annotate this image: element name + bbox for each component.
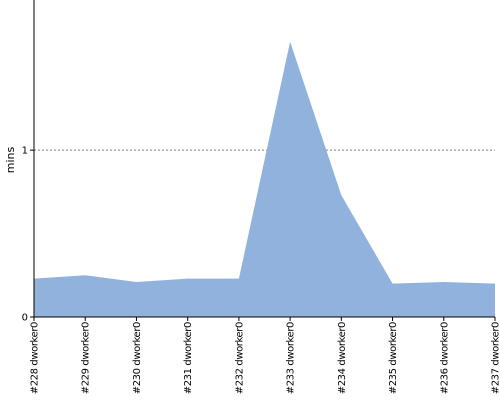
x-tick-label-1: #229 dworker0 [81, 322, 92, 394]
y-tick-label-1: 1 [22, 146, 28, 157]
x-tick-label-3: #231 dworker0 [183, 322, 194, 394]
x-tick-layer: #228 dworker0 #229 dworker0 #230 dworker0 #… [30, 317, 500, 394]
series-layer [33, 41, 496, 318]
y-tick-label-0: 0 [22, 313, 28, 324]
y-axis-title: mins [4, 146, 17, 173]
x-tick-label-7: #235 dworker0 [388, 322, 399, 394]
area-series-0 [34, 41, 495, 318]
axis-layer [33, 0, 495, 318]
y-tick-layer: 01 [22, 146, 34, 324]
x-tick-label-6: #234 dworker0 [337, 322, 348, 394]
x-tick-label-2: #230 dworker0 [132, 322, 143, 394]
x-tick-label-4: #232 dworker0 [234, 322, 245, 394]
x-tick-label-9: #237 dworker0 [491, 322, 500, 394]
x-tick-label-8: #236 dworker0 [439, 322, 450, 394]
x-tick-label-5: #233 dworker0 [286, 322, 297, 394]
x-tick-label-0: #228 dworker0 [30, 322, 41, 394]
